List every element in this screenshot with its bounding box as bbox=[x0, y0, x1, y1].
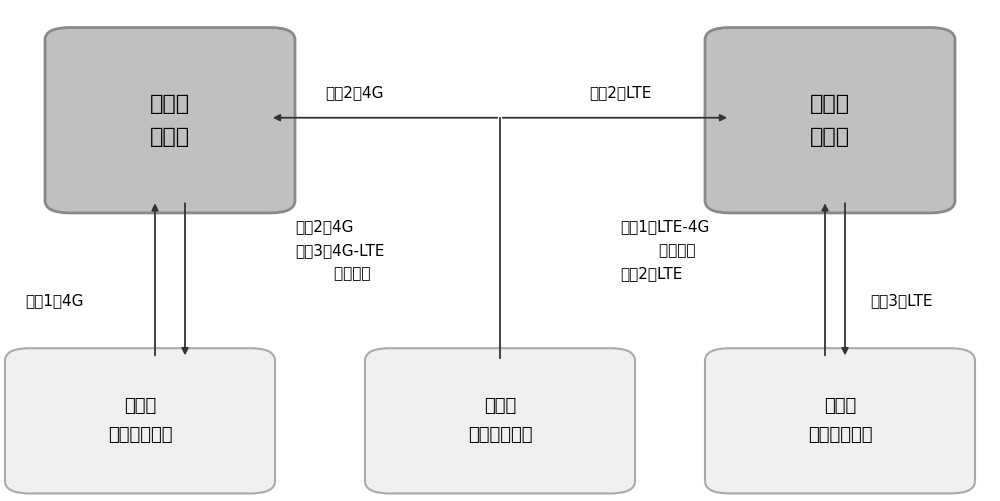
FancyBboxPatch shape bbox=[705, 28, 955, 213]
Text: 节点1：4G: 节点1：4G bbox=[25, 293, 84, 308]
FancyBboxPatch shape bbox=[5, 348, 275, 493]
Text: 节点2：4G: 节点2：4G bbox=[326, 85, 384, 100]
Text: 公有云
服务器: 公有云 服务器 bbox=[150, 94, 190, 147]
FancyBboxPatch shape bbox=[365, 348, 635, 493]
Text: 节点2：4G
节点3：4G-LTE
        （中继）: 节点2：4G 节点3：4G-LTE （中继） bbox=[295, 219, 384, 282]
Text: 公有云
服务器: 公有云 服务器 bbox=[810, 94, 850, 147]
Text: 浮标侧
综合业务网关: 浮标侧 综合业务网关 bbox=[808, 397, 872, 444]
FancyBboxPatch shape bbox=[705, 348, 975, 493]
Text: 岸基侧
综合业务网关: 岸基侧 综合业务网关 bbox=[108, 397, 172, 444]
Text: 节点3：LTE: 节点3：LTE bbox=[870, 293, 932, 308]
FancyBboxPatch shape bbox=[45, 28, 295, 213]
Text: 岸基侧
综合业务网关: 岸基侧 综合业务网关 bbox=[468, 397, 532, 444]
Text: 节点1：LTE-4G
        （中继）
节点2：LTE: 节点1：LTE-4G （中继） 节点2：LTE bbox=[620, 219, 709, 282]
Text: 节点2：LTE: 节点2：LTE bbox=[589, 85, 651, 100]
